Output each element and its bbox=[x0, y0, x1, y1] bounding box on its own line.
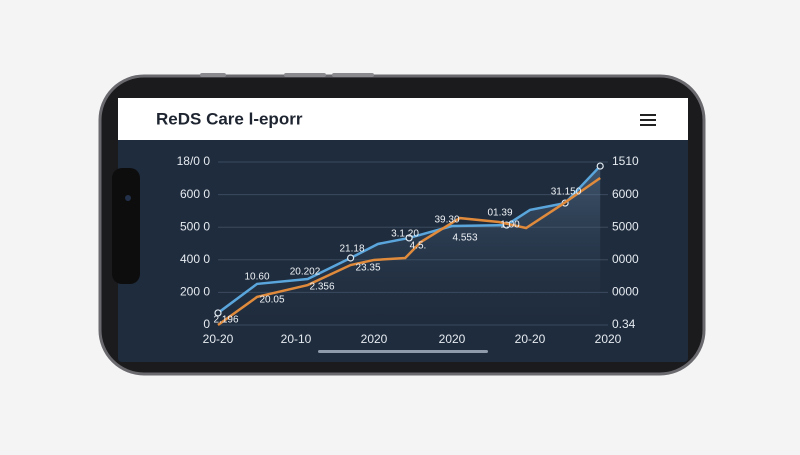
data-label: 21.18 bbox=[339, 244, 364, 255]
y2-tick-label: 5000 bbox=[612, 219, 639, 233]
y2-tick-label: 0.34 bbox=[612, 317, 636, 331]
data-label: 2.196 bbox=[213, 315, 238, 326]
data-label: 20.05 bbox=[259, 295, 284, 306]
point bbox=[347, 254, 355, 262]
x-tick-label: 2020 bbox=[439, 332, 466, 346]
button bbox=[284, 73, 326, 77]
y-tick-label: 18/0 0 bbox=[177, 154, 211, 168]
data-label: 4.5. bbox=[410, 241, 427, 252]
x-tick-label: 2020 bbox=[595, 332, 622, 346]
y-tick-label: 0 bbox=[203, 317, 210, 331]
y2-tick-label: 0000 bbox=[612, 285, 639, 299]
x-tick-label: 20-10 bbox=[281, 332, 312, 346]
point bbox=[214, 309, 222, 317]
area-fill bbox=[218, 166, 601, 325]
home-indicator bbox=[318, 350, 488, 353]
y2-tick-label: 6000 bbox=[612, 187, 639, 201]
data-label: 39.30 bbox=[434, 215, 459, 226]
data-label: 10.60 bbox=[244, 272, 269, 283]
line bbox=[217, 176, 601, 327]
y-tick-label: 400 0 bbox=[180, 252, 210, 266]
camera bbox=[125, 195, 131, 201]
data-label: 01.39 bbox=[487, 208, 512, 219]
point bbox=[596, 162, 604, 170]
point bbox=[405, 234, 413, 242]
x-tick-label: 20-20 bbox=[515, 332, 546, 346]
y-tick-label: 500 0 bbox=[180, 219, 210, 233]
data-label: 1.00 bbox=[500, 220, 520, 231]
notch bbox=[112, 168, 140, 284]
y2-tick-label: 0000 bbox=[612, 252, 639, 266]
data-label: 3.1.20 bbox=[391, 229, 419, 240]
y-tick-label: 600 0 bbox=[180, 187, 210, 201]
app-header bbox=[118, 98, 688, 140]
data-label: 31.150 bbox=[551, 187, 582, 198]
y-tick-label: 200 0 bbox=[180, 285, 210, 299]
data-label: 23.35 bbox=[355, 263, 380, 274]
menu-icon[interactable] bbox=[640, 114, 656, 126]
x-tick-label: 2020 bbox=[361, 332, 388, 346]
y2-tick-label: 1510 bbox=[612, 154, 639, 168]
x-tick-label: 20-20 bbox=[203, 332, 234, 346]
button bbox=[200, 73, 226, 77]
data-label: 4.553 bbox=[452, 233, 477, 244]
button bbox=[332, 73, 374, 77]
data-label: 20.202 bbox=[290, 267, 321, 278]
app-title: ReDS Care l-eporr bbox=[156, 109, 303, 128]
data-label: 2.356 bbox=[309, 282, 334, 293]
